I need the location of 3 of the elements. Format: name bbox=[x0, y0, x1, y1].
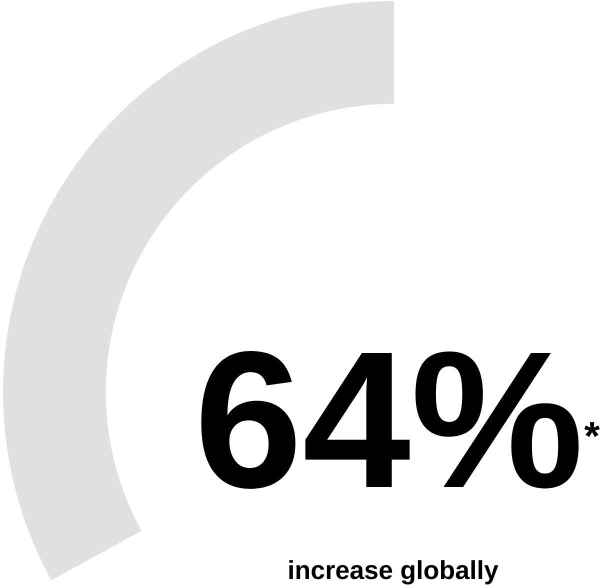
text: increase globally bbox=[289, 560, 498, 584]
text: 64% bbox=[201, 351, 579, 489]
text: * bbox=[584, 422, 600, 438]
